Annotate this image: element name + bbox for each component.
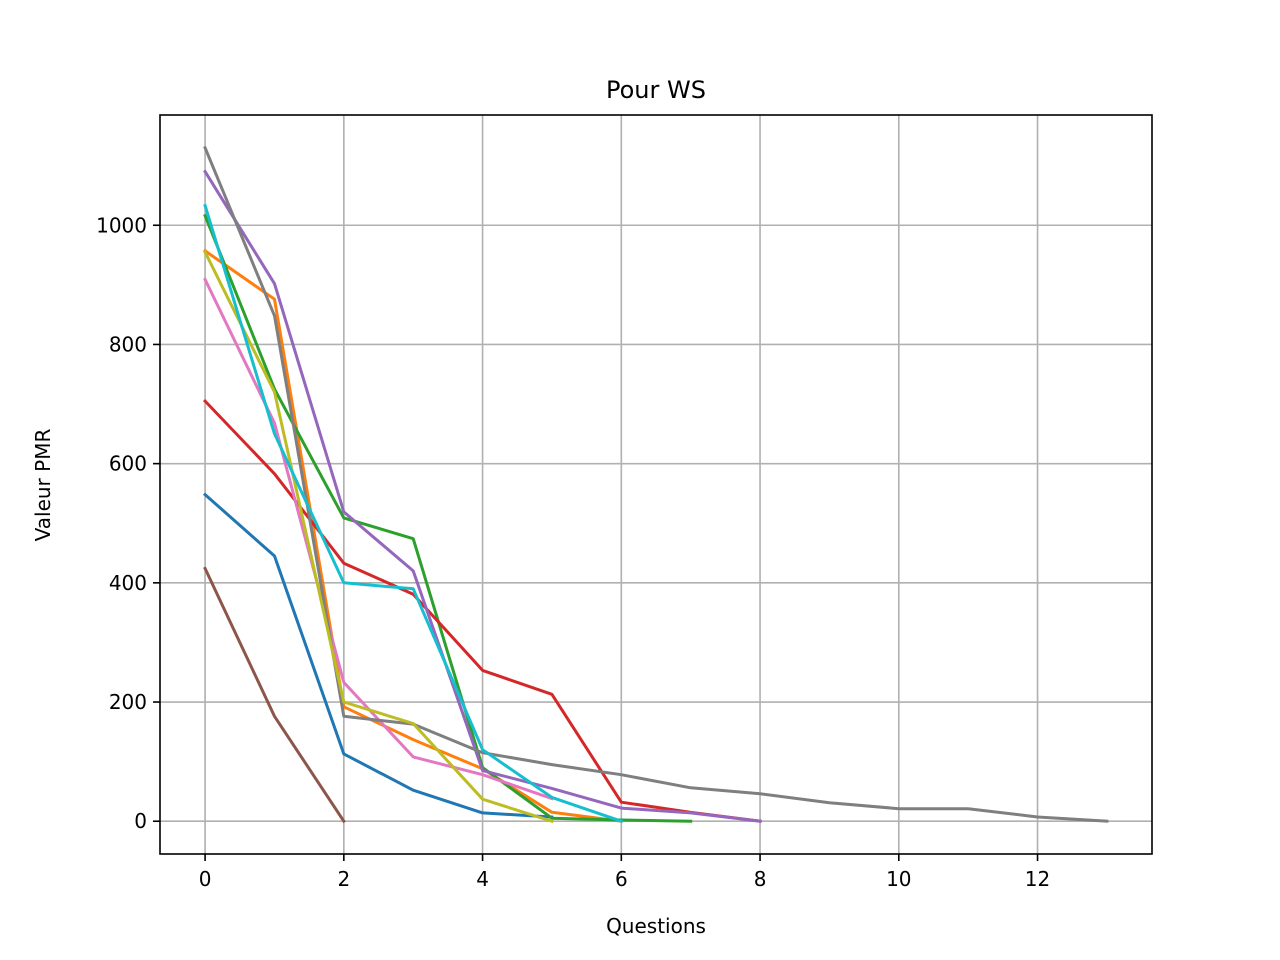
x-tick-label: 10 bbox=[886, 867, 911, 891]
chart-title: Pour WS bbox=[606, 76, 706, 104]
y-tick-label: 400 bbox=[109, 571, 147, 595]
y-tick-label: 600 bbox=[109, 452, 147, 476]
y-tick-label: 0 bbox=[134, 809, 147, 833]
series-line-5 bbox=[203, 169, 762, 823]
plot-frame bbox=[159, 114, 1153, 855]
x-axis: 0 2 4 6 8 10 12 bbox=[199, 854, 1050, 891]
series-lines bbox=[202, 145, 1109, 824]
series-line-10 bbox=[203, 203, 624, 824]
y-tick-label: 800 bbox=[109, 332, 147, 356]
x-tick-label: 8 bbox=[754, 867, 767, 891]
x-tick-label: 4 bbox=[476, 867, 489, 891]
series-line-2 bbox=[203, 248, 623, 823]
series-line-1 bbox=[202, 492, 554, 819]
series-line-4 bbox=[202, 398, 762, 823]
series-line-8 bbox=[203, 145, 1109, 823]
y-axis-label: Valeur PMR bbox=[31, 429, 55, 542]
x-tick-label: 2 bbox=[337, 867, 350, 891]
x-tick-label: 6 bbox=[615, 867, 628, 891]
y-tick-label: 200 bbox=[109, 690, 147, 714]
x-tick-label: 12 bbox=[1025, 867, 1050, 891]
y-axis: 0 200 400 600 800 1000 bbox=[96, 213, 160, 833]
y-tick-label: 1000 bbox=[96, 213, 147, 237]
series-line-6 bbox=[203, 566, 346, 824]
x-axis-label: Questions bbox=[606, 914, 706, 938]
x-tick-label: 0 bbox=[199, 867, 212, 891]
grid bbox=[160, 115, 1152, 854]
series-line-9 bbox=[203, 250, 554, 824]
series-line-3 bbox=[203, 213, 693, 823]
